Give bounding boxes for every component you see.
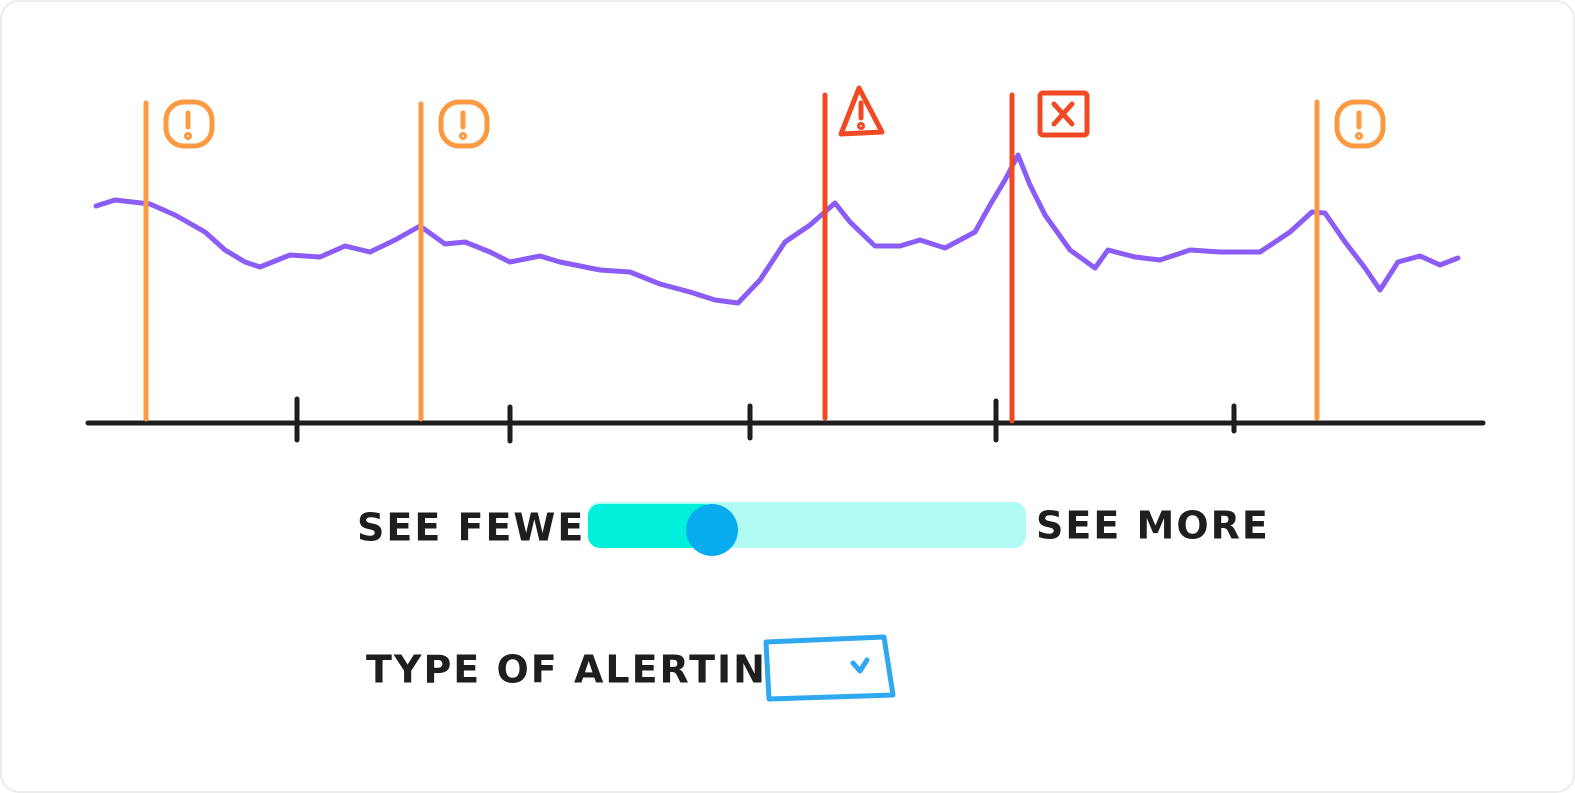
slider-fill [588, 504, 716, 548]
alert-type-dropdown[interactable] [763, 634, 896, 702]
info-icon [438, 99, 490, 149]
info-icon [1334, 99, 1386, 149]
slider-min-label: SEE FEWER [357, 506, 617, 550]
error-icon [1037, 90, 1090, 138]
slider-knob[interactable] [686, 504, 738, 556]
alert-type-label: TYPE OF ALERTING: [366, 648, 817, 692]
warning-icon [838, 85, 885, 137]
info-icon [163, 99, 215, 149]
alert-markers [143, 92, 1320, 424]
metric-line [93, 152, 1461, 306]
time-axis [85, 396, 1486, 444]
slider-max-label: SEE MORE [1036, 504, 1270, 548]
